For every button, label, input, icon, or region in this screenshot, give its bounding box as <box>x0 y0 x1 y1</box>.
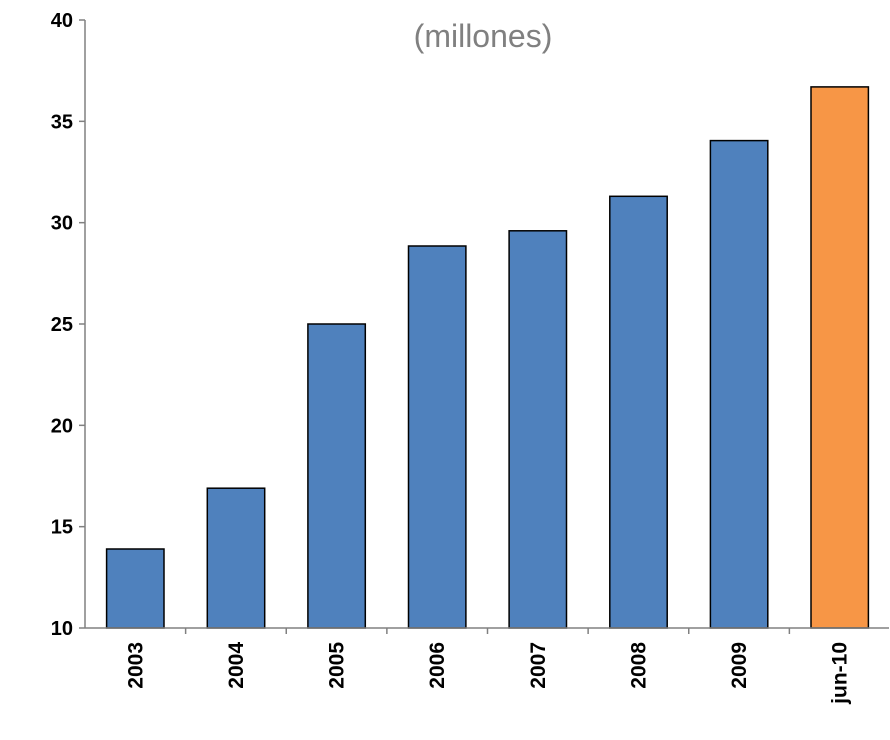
y-tick-label: 10 <box>51 618 73 640</box>
x-tick-label: 2003 <box>124 642 147 689</box>
y-tick-label: 35 <box>51 111 73 133</box>
chart-subtitle: (millones) <box>414 18 553 54</box>
y-tick-label: 15 <box>51 517 73 539</box>
bar-2009 <box>709 139 769 629</box>
x-tick-labels: 2003 2004 2005 2006 2007 2008 2009 jun-10 <box>124 642 851 705</box>
axes-group <box>79 19 889 634</box>
x-tick-label: 2005 <box>326 642 349 689</box>
bar-2006 <box>407 245 467 629</box>
bar-2004 <box>206 487 266 629</box>
x-tick-label: 2007 <box>527 642 550 689</box>
bar-2003 <box>105 548 165 629</box>
y-tick-label: 20 <box>51 415 73 437</box>
y-tick-label: 30 <box>51 213 73 235</box>
x-tick-label: 2004 <box>225 642 248 689</box>
y-tick-label: 40 <box>51 10 73 32</box>
bar-jun-10 <box>810 86 870 629</box>
bar-2005 <box>307 323 367 629</box>
y-tick-label: 25 <box>51 314 73 336</box>
x-tick-label: 2006 <box>426 642 449 689</box>
x-tick-label: 2009 <box>728 642 751 689</box>
bar-2007 <box>508 230 568 629</box>
bar-2008 <box>609 195 668 629</box>
x-tick-label: 2008 <box>627 642 650 689</box>
bars-group <box>105 86 870 629</box>
x-tick-label: jun-10 <box>829 642 852 705</box>
y-tick-labels: 10 15 20 25 30 35 40 <box>51 10 73 640</box>
